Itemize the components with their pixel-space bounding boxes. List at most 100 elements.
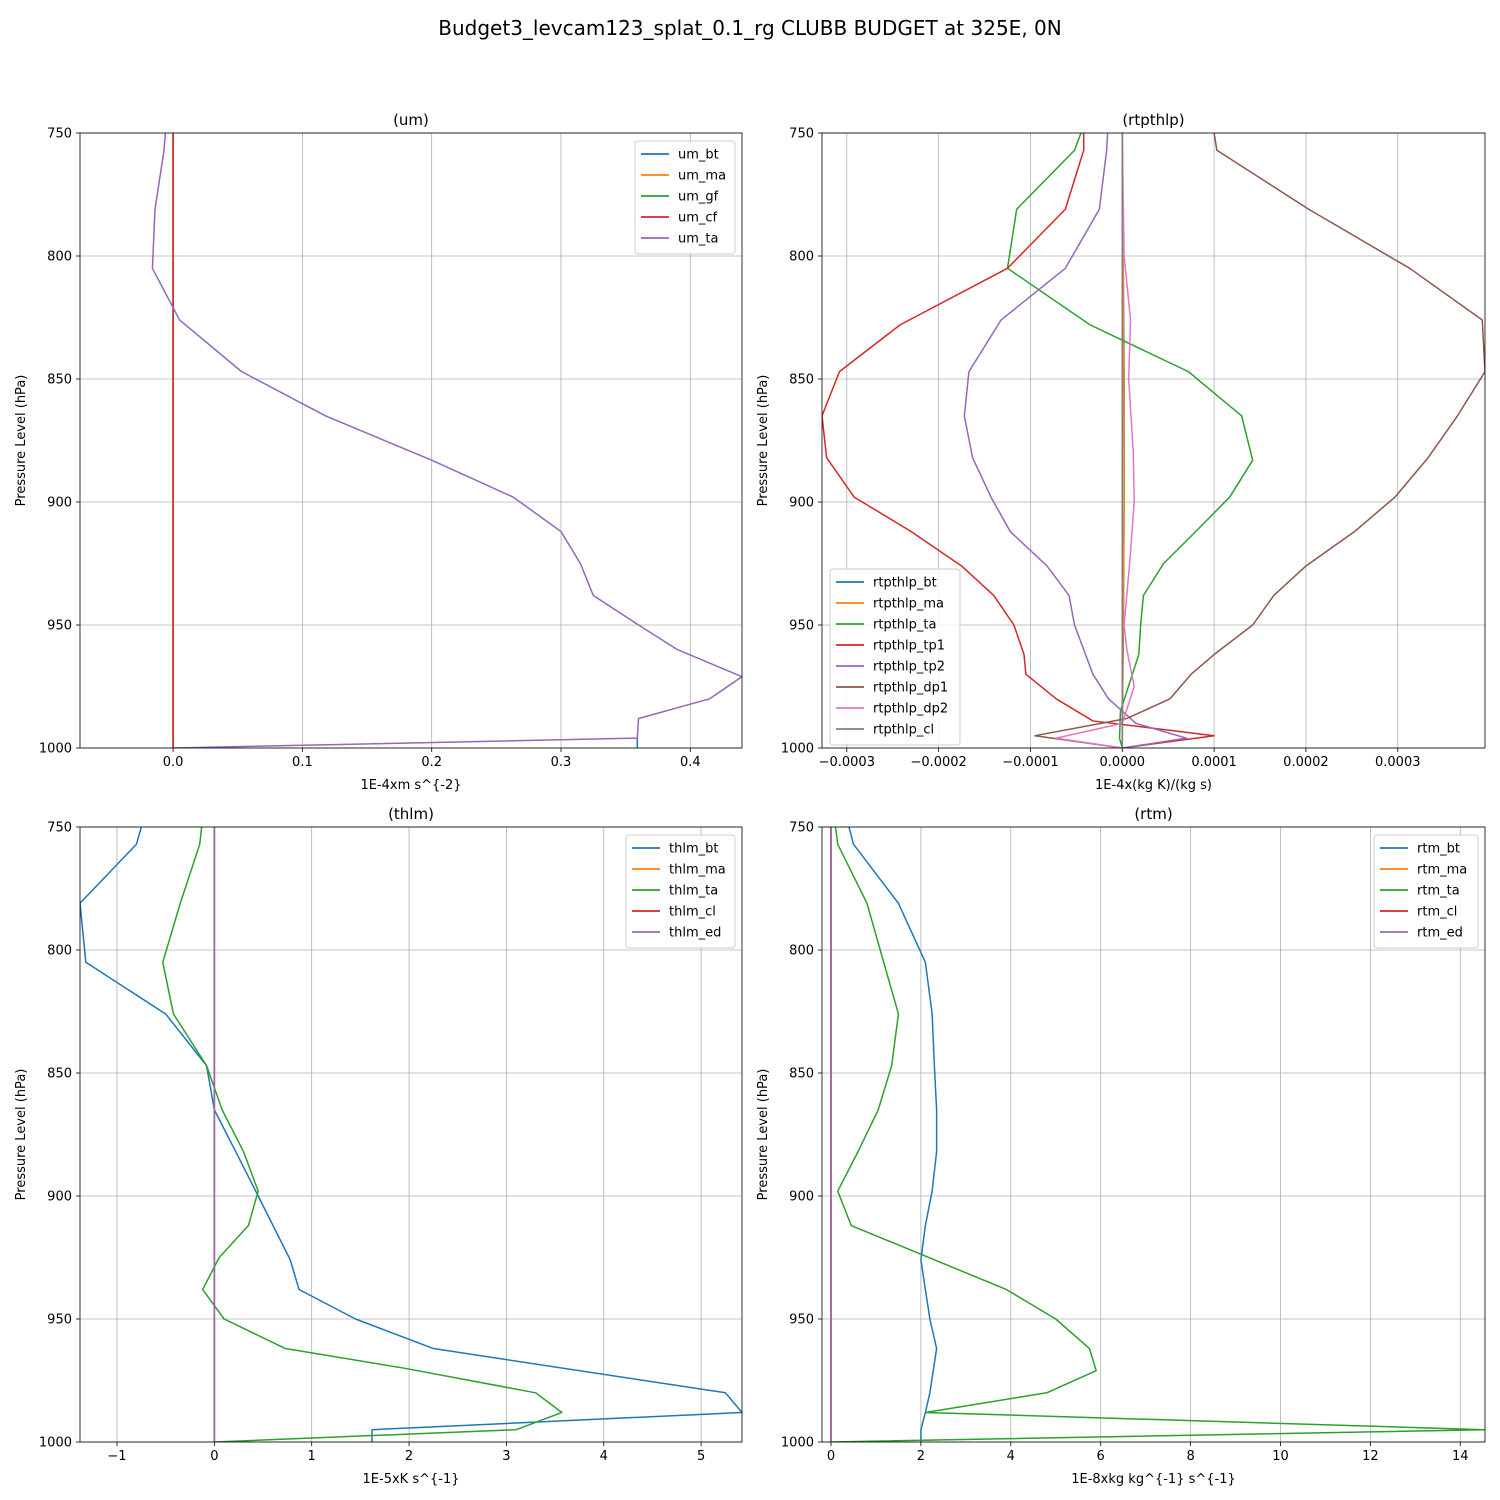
y-axis-label: Pressure Level (hPa) — [756, 1069, 771, 1201]
legend-label-rtpthlp_dp2: rtpthlp_dp2 — [873, 702, 948, 717]
legend-label-rtm_bt: rtm_bt — [1417, 842, 1460, 857]
y-tick-label: 750 — [47, 127, 72, 142]
x-tick-label: 0.2 — [421, 755, 442, 770]
axes-frame — [79, 132, 743, 749]
legend-label-rtm_ta: rtm_ta — [1417, 884, 1460, 899]
series-group — [830, 827, 1485, 1442]
legend-label-rtpthlp_tp2: rtpthlp_tp2 — [873, 660, 945, 675]
y-axis-label: Pressure Level (hPa) — [14, 375, 29, 507]
y-tick-label: 1000 — [39, 742, 72, 757]
series-line-thlm_ta — [162, 827, 563, 1442]
x-tick-label: −0.0002 — [910, 755, 966, 770]
y-tick-label: 850 — [47, 373, 72, 388]
y-tick-label: 1000 — [781, 742, 814, 757]
legend: thlm_bt thlm_ma thlm_ta thlm_cl thlm_ed — [625, 834, 736, 949]
legend-label-rtpthlp_ta: rtpthlp_ta — [873, 618, 936, 633]
series-line-rtpthlp_tp2 — [963, 133, 1188, 748]
x-tick-label: 8 — [1186, 1449, 1194, 1464]
legend-box — [625, 834, 736, 949]
x-axis-label: 1E-5xK s^{-1} — [363, 1472, 460, 1487]
legend-label-rtm_ma: rtm_ma — [1417, 863, 1467, 878]
series-line-rtpthlp_dp1 — [1034, 133, 1485, 748]
x-tick-label: 12 — [1362, 1449, 1379, 1464]
x-tick-label: −0.0001 — [1002, 755, 1058, 770]
x-tick-label: −1 — [107, 1449, 126, 1464]
legend-label-rtpthlp_ma: rtpthlp_ma — [873, 597, 944, 612]
x-tick-label: 14 — [1452, 1449, 1469, 1464]
y-tick-label: 950 — [789, 1313, 814, 1328]
panel-title: (thlm) — [388, 805, 434, 823]
series-line-rtpthlp_ta — [1006, 133, 1254, 748]
x-tick-label: 10 — [1272, 1449, 1289, 1464]
y-tick-label: 1000 — [39, 1436, 72, 1451]
chart-panel-um: 0.0 0.1 0.2 0.3 0.4 750 800 850 900 950 1000 (um) 1E… — [14, 111, 743, 793]
series-group — [80, 827, 742, 1442]
series-group — [822, 133, 1485, 748]
x-axis-label: 1E-4x(kg K)/(kg s) — [1095, 778, 1212, 793]
series-line-um_ta — [151, 133, 742, 748]
legend-label-um_ta: um_ta — [678, 232, 718, 247]
legend-label-rtpthlp_tp1: rtpthlp_tp1 — [873, 639, 945, 654]
legend: um_bt um_ma um_gf um_cf um_ta — [634, 140, 736, 255]
legend-box — [1373, 834, 1479, 949]
y-tick-label: 750 — [789, 821, 814, 836]
y-tick-label: 900 — [47, 496, 72, 511]
x-tick-label: 4 — [1007, 1449, 1015, 1464]
y-tick-label: 900 — [789, 496, 814, 511]
grid — [822, 826, 1485, 1443]
series-line-rtpthlp_tp1 — [822, 133, 1215, 748]
panel-title: (rtm) — [1134, 805, 1172, 823]
x-tick-label: 1 — [308, 1449, 316, 1464]
y-tick-label: 800 — [47, 944, 72, 959]
y-tick-label: 900 — [47, 1190, 72, 1205]
y-tick-label: 850 — [789, 1067, 814, 1082]
x-tick-label: 2 — [917, 1449, 925, 1464]
panel-title: (rtpthlp) — [1122, 111, 1184, 129]
x-tick-label: 0.0 — [163, 755, 184, 770]
x-axis-label: 1E-4xm s^{-2} — [360, 778, 461, 793]
legend-label-thlm_ma: thlm_ma — [669, 863, 726, 878]
y-tick-label: 800 — [789, 250, 814, 265]
legend-label-rtpthlp_bt: rtpthlp_bt — [873, 576, 937, 591]
chart-panel-thlm: −1 0 1 2 3 4 5 750 800 850 900 950 1000 (thlm) 1E-5xK … — [14, 805, 743, 1487]
legend-label-um_gf: um_gf — [678, 190, 719, 205]
y-tick-label: 800 — [47, 250, 72, 265]
y-tick-label: 750 — [789, 127, 814, 142]
legend: rtpthlp_bt rtpthlp_ma rtpthlp_ta rtpthlp_tp… — [829, 568, 961, 746]
y-tick-label: 950 — [789, 619, 814, 634]
legend-label-rtm_cl: rtm_cl — [1417, 905, 1457, 920]
y-tick-label: 850 — [789, 373, 814, 388]
series-line-thlm_bt — [80, 827, 742, 1442]
x-tick-label: 0 — [210, 1449, 218, 1464]
legend-label-thlm_ed: thlm_ed — [669, 926, 721, 941]
legend-label-um_bt: um_bt — [678, 148, 719, 163]
x-tick-label: 0.0000 — [1100, 755, 1146, 770]
x-tick-label: 0.1 — [292, 755, 313, 770]
y-tick-label: 800 — [789, 944, 814, 959]
x-tick-label: 0.0001 — [1191, 755, 1237, 770]
x-tick-label: 0.0003 — [1375, 755, 1421, 770]
legend-label-rtpthlp_cl: rtpthlp_cl — [873, 723, 934, 738]
x-tick-label: 0.3 — [551, 755, 572, 770]
panel-title: (um) — [393, 111, 429, 129]
legend-box — [634, 140, 736, 255]
y-tick-label: 750 — [47, 821, 72, 836]
x-tick-label: 6 — [1097, 1449, 1105, 1464]
x-tick-label: 2 — [405, 1449, 413, 1464]
x-axis-label: 1E-8xkg kg^{-1} s^{-1} — [1071, 1472, 1236, 1487]
series-line-rtm_ta — [830, 827, 1485, 1442]
y-tick-label: 1000 — [781, 1436, 814, 1451]
x-tick-label: 0 — [827, 1449, 835, 1464]
y-axis-label: Pressure Level (hPa) — [14, 1069, 29, 1201]
x-tick-label: 4 — [600, 1449, 608, 1464]
y-tick-label: 900 — [789, 1190, 814, 1205]
legend-label-thlm_cl: thlm_cl — [669, 905, 716, 920]
x-tick-label: 0.0002 — [1283, 755, 1329, 770]
legend-box — [829, 568, 961, 746]
chart-panel-rtpthlp: −0.0003 −0.0002 −0.0001 0.0000 0.0001 0.0002 0… — [756, 111, 1486, 793]
legend-label-um_cf: um_cf — [678, 211, 718, 226]
x-tick-label: −0.0003 — [819, 755, 875, 770]
axes-frame — [79, 826, 743, 1443]
